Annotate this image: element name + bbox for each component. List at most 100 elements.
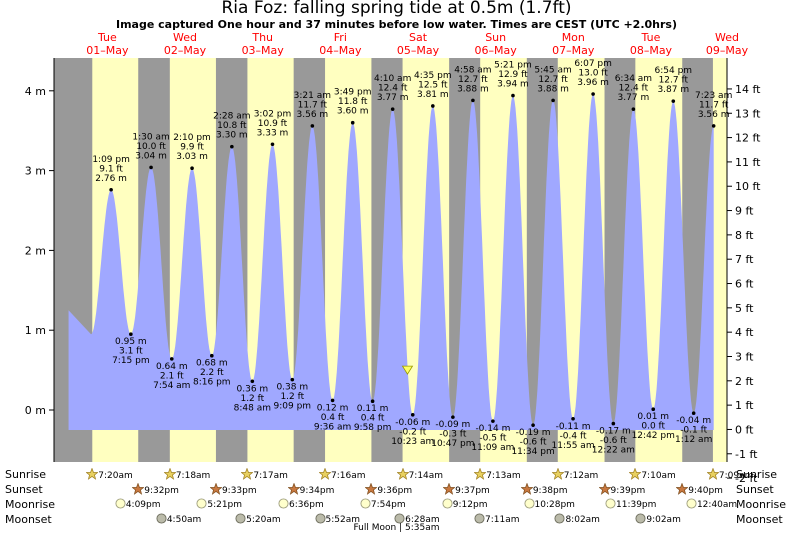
moonset-event: 8:02am <box>554 513 600 525</box>
low-tide-label: 11:55 am <box>552 441 595 451</box>
sunset-event: 9:38pm <box>520 482 568 496</box>
low-tide-label: 9:36 am <box>314 422 351 432</box>
day-date: 06–May <box>474 44 517 57</box>
moonrise-event: 10:28pm <box>523 498 575 510</box>
low-tide-label: -0.19 m <box>516 428 551 438</box>
low-tide-label: 0.12 m <box>317 403 349 413</box>
high-tide-label: 7:23 am <box>695 91 732 101</box>
extreme-dot <box>451 415 455 419</box>
low-tide-label: 2.2 ft <box>200 368 224 378</box>
y-tick-label-ft: 12 ft <box>735 132 761 145</box>
sunset-time: 9:34pm <box>299 486 335 496</box>
moonset-time: 7:11am <box>485 515 520 525</box>
day-date: 05–May <box>396 44 440 57</box>
extreme-dot <box>109 187 113 192</box>
high-tide-label: 5:45 am <box>534 65 571 75</box>
high-tide-label: 3.88 m <box>457 84 489 94</box>
row-label-sunset: Sunset <box>5 483 43 496</box>
sunrise-event: 7:10am <box>628 467 676 481</box>
extreme-dot <box>410 412 415 417</box>
low-tide-label: 9:09 pm <box>274 402 312 412</box>
low-tide-label: 0.36 m <box>237 384 269 394</box>
day-of-week: Tue <box>97 31 117 44</box>
current-level-marker <box>401 365 414 375</box>
low-tide-label: -0.2 ft <box>399 427 426 437</box>
sunrise-icon <box>473 467 487 481</box>
full-moon-note: Full Moon | 5:35am <box>353 523 440 533</box>
extreme-dot <box>209 353 214 358</box>
extreme-dot <box>370 399 375 404</box>
moonset-event: 4:50am <box>156 513 201 525</box>
y-tick-label-ft: -2 ft <box>735 472 758 485</box>
sunrise-time: 7:17am <box>253 471 288 481</box>
extreme-dot <box>651 407 656 412</box>
y-tick-label-m: 2 m <box>25 244 46 257</box>
sunset-time: 9:39pm <box>610 486 646 496</box>
sunrise-time: 7:20am <box>98 471 133 481</box>
low-tide-label: 8:16 pm <box>193 378 231 388</box>
moonrise-event: 6:36pm <box>278 498 324 510</box>
y-tick-label-ft: -1 ft <box>735 448 758 461</box>
y-tick-label-m: 4 m <box>25 85 46 98</box>
moonset-event: 5:52am <box>314 513 360 525</box>
low-tide-label: 0.11 m <box>357 404 389 414</box>
day-header: Sun 06–May <box>461 31 531 57</box>
extreme-dot <box>390 107 395 111</box>
y-tick-label-ft: 14 ft <box>735 83 761 96</box>
low-tide-label: 7:54 am <box>153 381 190 391</box>
high-tide-label: 3.96 m <box>577 78 609 88</box>
sunset-icon <box>597 482 612 496</box>
y-tick-label-ft: 7 ft <box>735 253 754 266</box>
extreme-dot <box>230 144 234 149</box>
day-date: 07–May <box>552 44 595 57</box>
low-tide-label: 10:47 pm <box>431 439 474 449</box>
day-of-week: Sat <box>408 31 428 44</box>
high-tide-label: 1:30 am <box>132 132 169 142</box>
low-tide-label: 8:48 am <box>234 403 271 413</box>
low-tide-label: 1:12 am <box>675 435 712 445</box>
extreme-dot <box>611 421 616 426</box>
sunset-event: 9:39pm <box>597 482 646 496</box>
high-tide-label: 3:21 am <box>294 91 331 101</box>
sunrise-event: 7:14am <box>396 467 443 481</box>
sunset-event: 9:34pm <box>287 482 335 496</box>
low-tide-label: 0.0 ft <box>641 422 665 432</box>
low-tide-label: 7:15 pm <box>112 356 150 366</box>
high-tide-label: 3.88 m <box>537 84 569 94</box>
low-tide-label: 1.2 ft <box>240 394 264 404</box>
low-tide-label: 0.38 m <box>276 383 308 393</box>
sunrise-time: 7:16am <box>331 471 366 481</box>
high-tide-label: 6:07 pm <box>574 59 612 69</box>
high-tide-label: 3.56 m <box>698 110 730 120</box>
high-tide-label: 3.94 m <box>497 80 529 90</box>
high-tide-label: 12.7 ft <box>458 75 488 85</box>
sunrise-icon <box>240 467 254 481</box>
extreme-dot <box>511 93 515 98</box>
extreme-dot <box>531 423 535 427</box>
high-tide-label: 3.56 m <box>297 110 329 120</box>
y-tick-label-ft: 3 ft <box>735 350 754 363</box>
high-tide-label: 12.7 ft <box>538 75 568 85</box>
sunrise-time: 7:09am <box>718 471 754 481</box>
high-tide-label: 3.77 m <box>618 93 650 103</box>
high-tide-label: 12.9 ft <box>498 70 528 80</box>
moonrise-time: 4:09pm <box>125 500 161 510</box>
moonset-icon <box>235 513 246 525</box>
moonrise-icon <box>686 498 697 510</box>
moonrise-icon <box>278 498 289 510</box>
day-header: Wed 02–May <box>150 31 220 57</box>
day-header: Tue 01–May <box>72 31 142 57</box>
moonset-event: 7:11am <box>474 513 520 525</box>
chart-subtitle: Image captured One hour and 37 minutes b… <box>116 18 677 31</box>
high-tide-label: 10.9 ft <box>258 119 288 129</box>
moonset-time: 9:02am <box>646 515 681 525</box>
sunrise-icon <box>628 467 642 481</box>
day-date: 09–May <box>705 44 749 57</box>
sunset-time: 9:33pm <box>221 486 257 496</box>
extreme-dot <box>691 411 696 415</box>
y-tick-label-ft: 10 ft <box>735 180 761 193</box>
high-tide-label: 13.0 ft <box>578 68 608 78</box>
sunset-event: 9:33pm <box>209 482 257 496</box>
moonrise-icon <box>442 498 453 510</box>
extreme-dot <box>169 357 174 361</box>
